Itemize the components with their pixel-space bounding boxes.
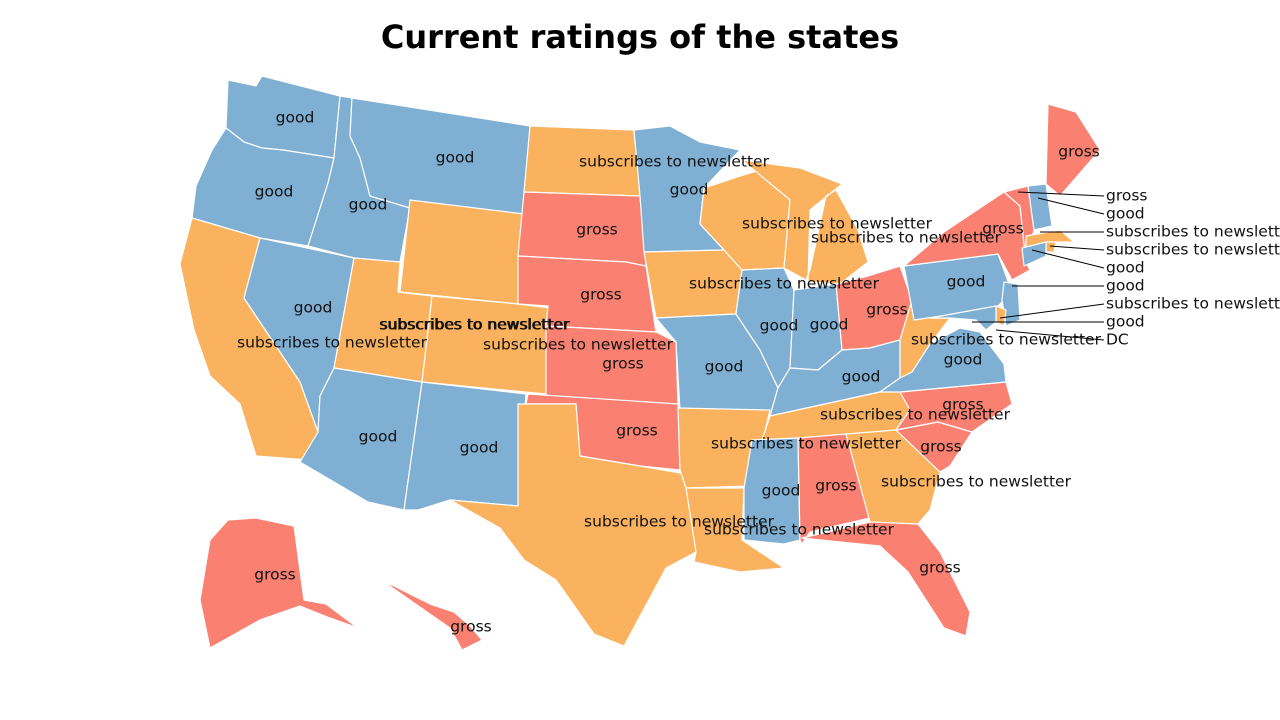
state-label-id: good <box>349 196 388 214</box>
leader-line-ct <box>1031 249 1105 269</box>
state-wy <box>399 199 525 305</box>
state-de <box>995 305 1007 327</box>
state-label-ut-inner: subscribes to newsletter <box>379 316 570 334</box>
leader-line-de <box>999 303 1105 319</box>
state-label-or: good <box>255 183 294 201</box>
state-label-ar: subscribes to newsletter <box>711 435 902 453</box>
state-label-ks: gross <box>602 355 644 373</box>
state-label-tn: subscribes to newsletter <box>820 406 1011 424</box>
state-label-co: subscribes to newsletter <box>483 336 674 354</box>
state-nc <box>895 381 1013 433</box>
state-label-nc: gross <box>942 396 984 414</box>
state-label-ok: gross <box>616 422 658 440</box>
state-label-mn: good <box>670 181 709 199</box>
state-hi <box>383 581 483 651</box>
leader-line-nh <box>1037 197 1105 215</box>
state-label-nm: good <box>460 439 499 457</box>
state-label-pa: good <box>947 273 986 291</box>
state-label-ri: subscribes to newsletter <box>1106 241 1280 259</box>
state-label-md: good <box>1106 313 1145 331</box>
state-label-mt: good <box>436 149 475 167</box>
state-nj <box>1001 281 1021 327</box>
state-ks <box>545 325 679 407</box>
state-ri <box>1045 241 1057 253</box>
state-label-al: gross <box>815 477 857 495</box>
state-label-ne: gross <box>580 286 622 304</box>
state-label-mi: subscribes to newsletter <box>811 229 1002 247</box>
state-label-in: good <box>810 316 849 334</box>
state-label-il: good <box>760 317 799 335</box>
state-md <box>929 305 997 331</box>
state-label-ky: good <box>842 368 881 386</box>
state-label-hi: gross <box>450 618 492 636</box>
state-label-wv: subscribes to newsletter <box>911 331 1102 349</box>
state-ak <box>199 517 359 649</box>
state-label-me: gross <box>1058 143 1100 161</box>
map-title: Current ratings of the states <box>380 18 900 56</box>
state-label-de: subscribes to newsletter <box>1106 295 1280 313</box>
state-label-ct: good <box>1106 259 1145 277</box>
leader-line-vt <box>1017 191 1105 197</box>
state-mi <box>741 159 869 285</box>
state-label-wy: subscribes to newsletter <box>380 316 571 334</box>
state-label-nj: good <box>1106 277 1145 295</box>
state-label-ca: subscribes to newsletter <box>237 334 428 352</box>
state-nh <box>1027 183 1053 231</box>
state-label-wi: subscribes to newsletter <box>742 215 933 233</box>
state-label-mo: good <box>705 358 744 376</box>
state-label-nv: good <box>294 299 333 317</box>
state-label-nh: good <box>1106 205 1145 223</box>
state-ct <box>1021 241 1047 267</box>
state-me <box>1045 103 1101 197</box>
state-label-ak: gross <box>254 566 296 584</box>
state-label-fl: gross <box>919 559 961 577</box>
state-label-va: good <box>944 351 983 369</box>
state-label-sc: gross <box>920 438 962 456</box>
state-label-az: good <box>359 428 398 446</box>
state-label-wa: good <box>276 109 315 127</box>
state-tx <box>449 403 697 647</box>
leader-line-ri <box>1049 245 1105 251</box>
state-label-oh: gross <box>866 301 908 319</box>
state-label-dc: DC <box>1106 331 1129 349</box>
state-label-la: subscribes to newsletter <box>704 521 895 539</box>
state-label-ia: subscribes to newsletter <box>689 275 880 293</box>
state-fl <box>801 521 971 637</box>
state-label-ny: gross <box>982 220 1024 238</box>
state-label-vt: gross <box>1106 187 1148 205</box>
state-label-sd: gross <box>576 221 618 239</box>
state-label-nd: subscribes to newsletter <box>579 153 770 171</box>
state-label-ma: subscribes to newsletter <box>1106 223 1280 241</box>
state-label-ms: good <box>762 482 801 500</box>
state-label-ga: subscribes to newsletter <box>881 473 1072 491</box>
state-label-tx: subscribes to newsletter <box>584 513 775 531</box>
leader-line-dc <box>995 329 1105 341</box>
